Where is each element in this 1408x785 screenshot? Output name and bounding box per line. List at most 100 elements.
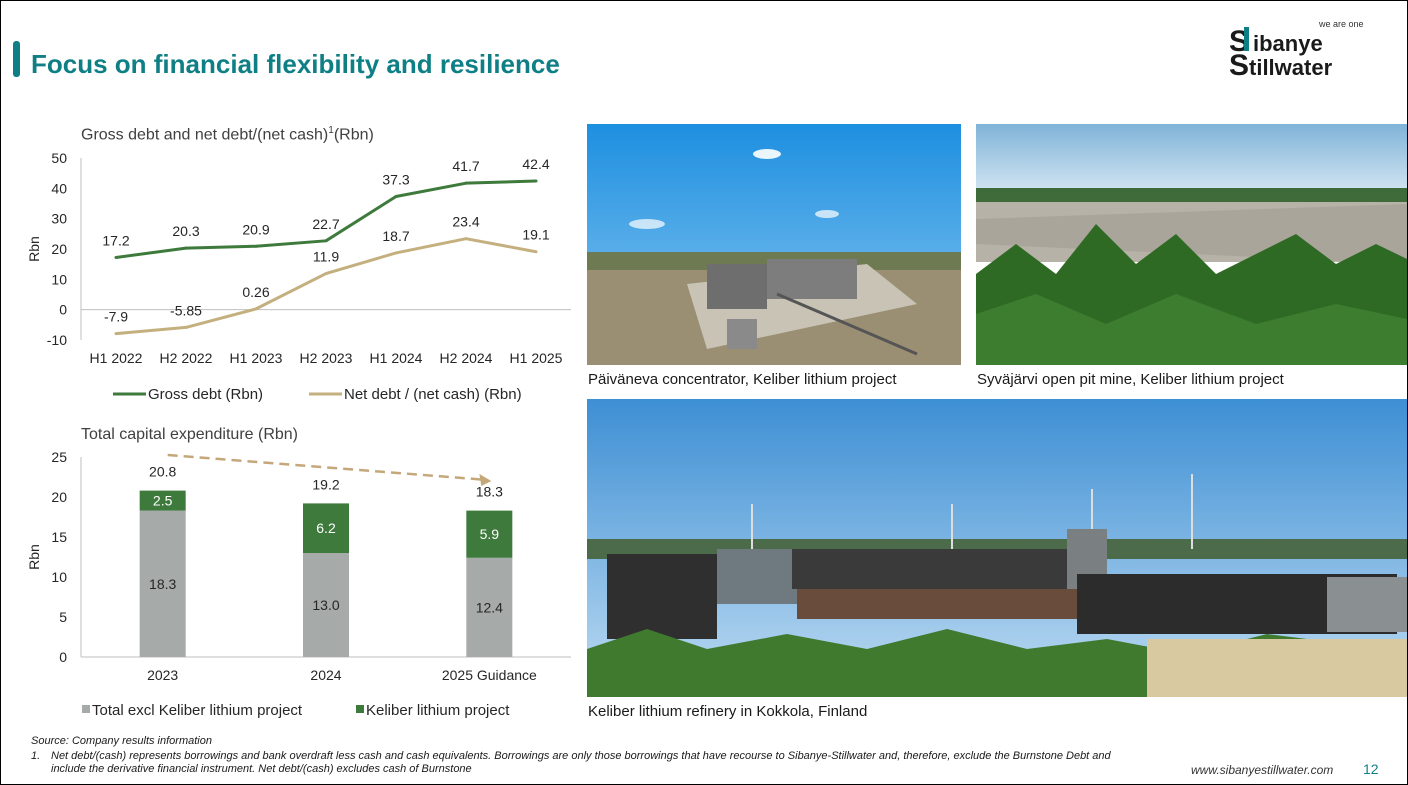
line-chart-legend-label: Net debt / (net cash) (Rbn) [344,386,522,403]
sibanye-stillwater-logo: we are one S ibanye S tillwater [1229,19,1364,81]
line-chart-y-tick-label: 40 [51,180,67,196]
bar-chart-bar-segment [466,510,513,558]
bar-chart-segment-label: 18.3 [149,576,176,592]
line-chart-data-point [184,325,188,329]
line-chart-data-point [534,179,538,183]
line-chart-legend-label: Gross debt (Rbn) [148,386,263,403]
line-chart-title-superscript: 1 [328,125,334,136]
website-url[interactable]: www.sibanyestillwater.com [1191,763,1334,777]
line-chart-data-point [324,239,328,243]
line-chart-data-point [394,251,398,255]
bar-chart-y-tick-label: 15 [51,529,67,545]
concentrator-photo [587,124,961,365]
line-chart-data-label: 37.3 [382,172,409,188]
line-chart-data-label: 19.1 [522,227,549,243]
line-chart-y-tick-label: 20 [51,241,67,257]
line-chart-data-point [534,250,538,254]
line-chart-y-axis-label: Rbn [26,236,42,262]
svg-text:tillwater: tillwater [1249,55,1333,80]
svg-text:ibanye: ibanye [1253,31,1323,56]
line-chart-data-label: 17.2 [102,232,129,248]
page-title: Focus on financial flexibility and resil… [31,49,560,79]
line-chart-data-label: -5.85 [170,302,202,318]
bar-chart-x-tick-label: 2024 [310,667,341,683]
footnote-text: Net debt/(cash) represents borrowings an… [51,750,1111,775]
bar-chart-segment-label: 6.2 [316,520,336,536]
line-chart-data-label: 41.7 [452,158,479,174]
footnote-1: 1. Net debt/(cash) represents borrowings… [31,750,1121,775]
line-chart-data-point [464,237,468,241]
line-chart-data-label: 42.4 [522,156,549,172]
page-number: 12 [1363,761,1379,777]
bar-chart-segment-label: 2.5 [153,493,173,509]
bar-chart-y-tick-label: 0 [59,649,67,665]
line-chart-data-point [464,181,468,185]
bar-chart-x-tick-label: 2025 Guidance [442,667,537,683]
line-chart-title-text: Gross debt and net debt/(net cash) [81,126,329,144]
line-chart-x-tick-label: H2 2024 [440,350,493,366]
bar-chart-bar-segment [303,503,349,553]
source-note: Source: Company results information [31,735,212,747]
bar-chart-total-label: 20.8 [149,464,176,480]
line-chart-y-tick-label: 30 [51,211,67,227]
line-chart-data-label: 11.9 [313,249,339,265]
bar-chart-y-tick-label: 20 [51,489,67,505]
bar-chart-y-tick-label: 10 [51,569,67,585]
line-chart: -10 0 10 20 30 40 50 H1 2022 H2 2022 H1 2023 H2 20… [26,150,571,403]
title-accent-bar [13,41,20,77]
bar-chart-y-axis-label: Rbn [26,544,42,570]
line-chart-x-tick-label: H1 2025 [510,350,563,366]
line-chart-data-point [114,255,118,259]
line-chart-y-tick-label: 50 [51,150,67,166]
bar-chart-bar-segment [139,510,186,657]
line-chart-data-point [254,307,258,311]
bar-chart-legend-swatch [82,705,90,713]
line-chart-x-tick-label: H1 2022 [90,350,143,366]
refinery-caption: Keliber lithium refinery in Kokkola, Fin… [588,703,868,720]
line-chart-data-point [184,246,188,250]
bar-chart-y-tick-label: 25 [51,449,67,465]
line-chart-data-point [114,332,118,336]
line-chart-data-label: -7.9 [104,309,128,325]
line-chart-title-unit: (Rbn) [333,126,374,144]
bar-chart-segment-label: 5.9 [480,526,500,542]
bar-chart-segment-label: 12.4 [476,599,503,615]
line-chart-data-label: 0.26 [242,284,269,300]
bar-chart-bar-segment [466,557,513,657]
bar-chart-segment-label: 13.0 [312,597,339,613]
line-chart-x-tick-label: H2 2022 [160,350,213,366]
bar-chart-bar-segment [303,553,349,657]
line-chart-data-label: 20.3 [172,223,199,239]
line-chart-data-point [254,244,258,248]
open-pit-mine-caption: Syväjärvi open pit mine, Keliber lithium… [977,371,1284,388]
bar-chart-legend-swatch [356,705,364,713]
line-chart-y-tick-label: 10 [51,271,67,287]
line-chart-title: Gross debt and net debt/(net cash)1(Rbn) [81,125,374,144]
bar-chart-title: Total capital expenditure (Rbn) [81,426,299,443]
footnote-number: 1. [31,750,41,762]
line-chart-data-label: 20.9 [242,221,269,237]
line-chart-y-tick-label: -10 [47,332,67,348]
bar-chart-trend-arrow-line [167,453,482,481]
line-chart-data-label: 18.7 [382,228,409,244]
bar-chart-legend-label: Keliber lithium project [366,702,510,719]
line-chart-x-tick-label: H2 2023 [300,350,353,366]
line-chart-x-tick-label: H1 2024 [370,350,423,366]
svg-text:we are one: we are one [1318,19,1364,29]
line-chart-data-point [324,272,328,276]
line-chart-y-tick-label: 0 [59,302,67,318]
bar-chart-total-label: 19.2 [312,476,339,492]
bar-chart-y-tick-label: 5 [59,609,67,625]
bar-chart-x-tick-label: 2023 [147,667,178,683]
bar-chart-bar-segment [139,490,186,511]
line-chart-data-label: 22.7 [312,216,339,232]
refinery-photo [587,399,1407,697]
bar-chart-trend-arrowhead [479,474,492,486]
line-chart-x-tick-label: H1 2023 [230,350,283,366]
open-pit-mine-photo [976,124,1407,365]
line-chart-data-label: 23.4 [452,214,479,230]
bar-chart-legend-label: Total excl Keliber lithium project [92,702,303,719]
bar-chart-total-label: 18.3 [476,484,503,500]
bar-chart: 0 5 10 15 20 25 2023 2024 2025 Guidance Rbn 18.3 2.… [26,449,571,719]
